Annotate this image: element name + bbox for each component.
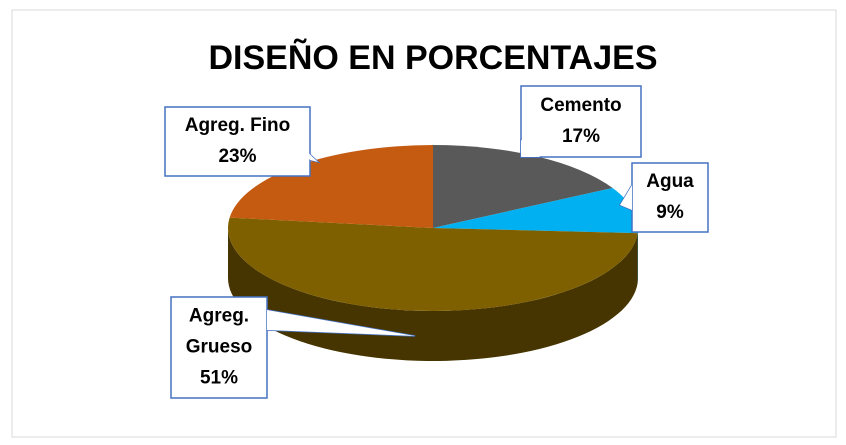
callout-pointer-fill	[521, 140, 540, 157]
callout-box	[631, 162, 709, 233]
callout-box	[520, 85, 642, 158]
callout-pointer-fill	[267, 310, 415, 336]
callout-box	[170, 296, 268, 399]
category-label: Agreg. Grueso	[186, 306, 253, 358]
value-label: 51%	[200, 368, 238, 389]
slice	[433, 188, 638, 234]
category-label: Agua	[646, 171, 694, 192]
category-label: Cemento	[540, 95, 621, 116]
value-label: 9%	[656, 202, 684, 223]
callout-box	[164, 106, 311, 177]
callout-pointer-fill	[300, 145, 318, 162]
chart-title: DISEÑO EN PORCENTAJES	[208, 39, 657, 77]
callout-pointer-fill	[620, 185, 632, 210]
category-label: Agreg. Fino	[185, 115, 291, 136]
slice	[229, 145, 433, 228]
value-label: 17%	[562, 126, 600, 147]
slice	[228, 217, 638, 312]
slice	[433, 145, 613, 228]
value-label: 23%	[218, 146, 256, 167]
